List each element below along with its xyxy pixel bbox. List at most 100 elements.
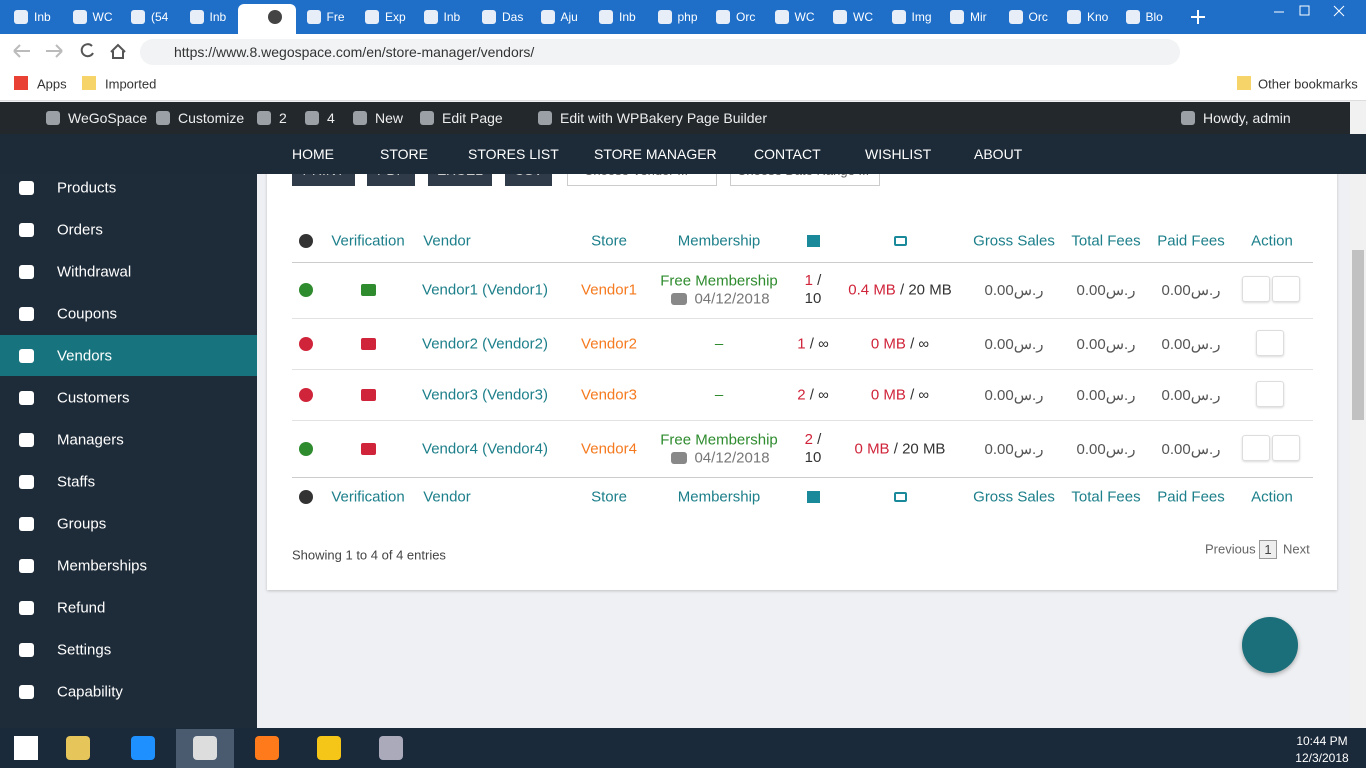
column-header[interactable]: Store (591, 232, 627, 250)
admin-bar-item[interactable]: Howdy, admin (1203, 110, 1291, 126)
tab-title[interactable]: Orc (736, 10, 756, 24)
admin-bar-item[interactable]: New (375, 110, 404, 126)
taskbar-icon[interactable] (317, 736, 341, 760)
tab-title[interactable]: Img (911, 10, 932, 24)
column-header[interactable]: Vendor (423, 232, 471, 250)
nav-item[interactable]: CONTACT (754, 146, 821, 162)
sidebar-item[interactable]: Coupons (57, 305, 118, 323)
sidebar-item[interactable]: Orders (57, 221, 103, 239)
nav-item[interactable]: STORES LIST (468, 146, 559, 162)
nav-item[interactable]: STORE MANAGER (594, 146, 717, 162)
store-name[interactable]: Vendor2 (581, 335, 637, 353)
column-header[interactable]: Gross Sales (973, 232, 1055, 250)
vendor-name[interactable]: Vendor4 (Vendor4) (422, 440, 548, 458)
taskbar-icon[interactable] (193, 736, 217, 760)
taskbar-icon[interactable] (14, 736, 38, 760)
nav-item[interactable]: STORE (380, 146, 428, 162)
new-tab[interactable] (1190, 9, 1206, 25)
sidebar-item[interactable]: Managers (57, 431, 124, 449)
tab-title[interactable]: Inb (619, 10, 636, 24)
fab[interactable] (1242, 617, 1298, 673)
window-controls[interactable] (1270, 0, 1366, 30)
nav-item[interactable]: HOME (292, 146, 334, 162)
column-header[interactable]: Vendor (423, 488, 471, 506)
bookmark[interactable]: Apps (37, 76, 67, 92)
tab-title[interactable]: WC (853, 10, 873, 24)
url[interactable]: https://www.8.wegospace.com/en/store-man… (174, 44, 535, 60)
tab-title[interactable]: Inb (34, 10, 51, 24)
amount: 0.00ر.س (1161, 282, 1221, 299)
admin-bar-item[interactable]: WeGoSpace (68, 110, 148, 126)
column-header[interactable]: Gross Sales (973, 488, 1055, 506)
action-button[interactable] (1256, 330, 1284, 356)
admin-bar-item[interactable]: Edit Page (442, 110, 503, 126)
column-header[interactable]: Total Fees (1071, 232, 1141, 250)
column-header[interactable]: Paid Fees (1157, 488, 1225, 506)
column-header[interactable]: Verification (331, 232, 405, 250)
tab-close[interactable] (268, 10, 282, 24)
admin-bar-item[interactable]: 2 (279, 110, 287, 126)
sidebar-item[interactable]: Groups (57, 515, 107, 533)
action-button[interactable] (1272, 435, 1300, 461)
tab-title[interactable]: Orc (1028, 10, 1048, 24)
store-name[interactable]: Vendor1 (581, 281, 637, 299)
action-button[interactable] (1242, 276, 1270, 302)
admin-bar-item[interactable]: Edit with WPBakery Page Builder (560, 110, 767, 126)
sidebar-item[interactable]: Settings (57, 641, 112, 659)
scroll-thumb[interactable] (1352, 250, 1364, 420)
tab-title[interactable]: Aju (560, 10, 578, 24)
tab-title[interactable]: Mir (970, 10, 987, 24)
column-header[interactable]: Verification (331, 488, 405, 506)
nav-item[interactable]: ABOUT (974, 146, 1023, 162)
bookmark[interactable]: Other bookmarks (1258, 76, 1358, 92)
tab-title[interactable]: php (677, 10, 698, 24)
column-header[interactable]: Membership (677, 232, 761, 250)
vendor-name[interactable]: Vendor1 (Vendor1) (422, 281, 548, 299)
tab-title[interactable]: Blo (1145, 10, 1163, 24)
tab-title[interactable]: Kno (1087, 10, 1109, 24)
vendor-name[interactable]: Vendor3 (Vendor3) (422, 386, 548, 404)
sidebar-item[interactable]: Refund (57, 599, 106, 617)
sidebar-item[interactable]: Withdrawal (57, 263, 132, 281)
tab-title[interactable]: Inb (209, 10, 227, 24)
tab-title[interactable]: Inb (443, 10, 461, 24)
action-button[interactable] (1272, 276, 1300, 302)
sidebar-item[interactable]: Memberships (57, 557, 148, 575)
column-header[interactable]: Store (591, 488, 627, 506)
store-name[interactable]: Vendor3 (581, 386, 637, 404)
store-name[interactable]: Vendor4 (581, 440, 637, 458)
sidebar-item[interactable]: Customers (57, 389, 130, 407)
tab-title[interactable]: (54 (151, 10, 169, 24)
column-header[interactable]: Membership (677, 488, 761, 506)
nav-buttons[interactable] (0, 34, 140, 68)
page-prev[interactable]: Previous (1205, 541, 1256, 557)
page-current[interactable]: 1 (1259, 540, 1277, 559)
column-header[interactable]: Action (1251, 232, 1293, 250)
tab-title[interactable]: Exp (385, 10, 406, 24)
action-button[interactable] (1242, 435, 1270, 461)
active-tab[interactable] (238, 4, 296, 34)
taskbar-icon[interactable] (131, 736, 155, 760)
tab-title[interactable]: WC (794, 10, 815, 24)
page-next[interactable]: Next (1283, 541, 1310, 557)
sidebar-item[interactable]: Vendors (57, 347, 113, 365)
tab-title[interactable]: Das (502, 10, 524, 24)
column-header[interactable]: Action (1251, 488, 1293, 506)
column-header[interactable]: Paid Fees (1157, 232, 1225, 250)
admin-bar-item[interactable]: Customize (178, 110, 245, 126)
tab-title[interactable]: Fre (326, 10, 345, 24)
column-header[interactable]: Total Fees (1071, 488, 1141, 506)
taskbar-icon[interactable] (255, 736, 279, 760)
taskbar-icon[interactable] (66, 736, 90, 760)
vendor-name[interactable]: Vendor2 (Vendor2) (422, 335, 548, 353)
sidebar-item[interactable]: Capability (57, 683, 123, 701)
action-button[interactable] (1256, 381, 1284, 407)
tab-title[interactable]: WC (92, 10, 113, 24)
taskbar-icon[interactable] (379, 736, 403, 760)
nav-item[interactable]: WISHLIST (865, 146, 932, 162)
admin-bar-item[interactable]: 4 (327, 110, 335, 126)
omnibox[interactable] (140, 39, 1180, 65)
sidebar-item[interactable]: Staffs (57, 473, 96, 491)
sidebar-item[interactable]: Products (57, 179, 117, 197)
bookmark[interactable]: Imported (105, 76, 157, 92)
